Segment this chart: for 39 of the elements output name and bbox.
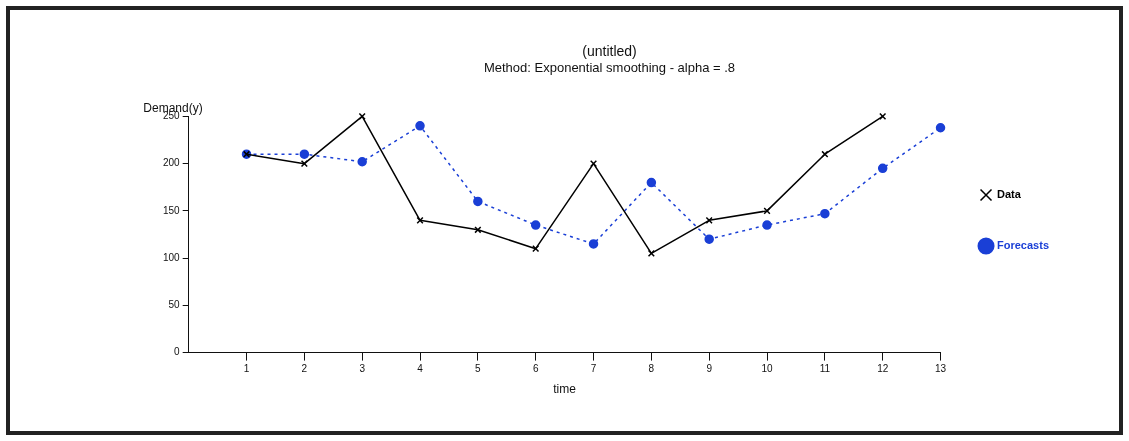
y-tick-label: 150 (163, 204, 181, 216)
point (704, 234, 714, 244)
chart-subtitle: Method: Exponential smoothing - alpha = .8 (483, 60, 736, 76)
x-tick-label: 13 (934, 363, 947, 375)
x-tick-label: 12 (877, 363, 889, 375)
point (588, 239, 599, 249)
x-tick-label: 9 (706, 363, 713, 375)
x-axis-title: time (553, 382, 577, 397)
x-tick-label: 2 (301, 363, 308, 375)
point (530, 220, 541, 230)
point (877, 163, 888, 174)
legend-label: Data (997, 188, 1022, 201)
point (415, 121, 425, 131)
chart-title: (untitled) (582, 43, 637, 60)
point (646, 177, 657, 188)
x-tick-label: 7 (590, 363, 597, 375)
y-tick-label: 50 (168, 299, 181, 311)
x-tick-label: 5 (475, 363, 482, 375)
x-tick-label: 10 (761, 363, 774, 375)
point (300, 160, 308, 168)
x-tick-label: 3 (359, 363, 366, 375)
point (820, 208, 830, 219)
x-tick-label: 1 (243, 363, 250, 375)
point (473, 196, 483, 207)
point (762, 220, 772, 230)
point (935, 122, 946, 133)
y-tick-label: 200 (163, 157, 181, 169)
y-tick-label: 0 (174, 346, 181, 358)
x-tick-label: 6 (532, 363, 539, 375)
x-tick-label: 11 (819, 363, 831, 375)
point (532, 245, 540, 253)
point (357, 157, 367, 167)
x-tick-label: 8 (648, 363, 655, 375)
legend-label: Forecasts (997, 239, 1050, 252)
point (299, 149, 310, 159)
point (647, 249, 655, 257)
x-tick-label: 4 (417, 363, 424, 375)
point (821, 150, 829, 158)
y-tick-label: 100 (163, 251, 181, 263)
